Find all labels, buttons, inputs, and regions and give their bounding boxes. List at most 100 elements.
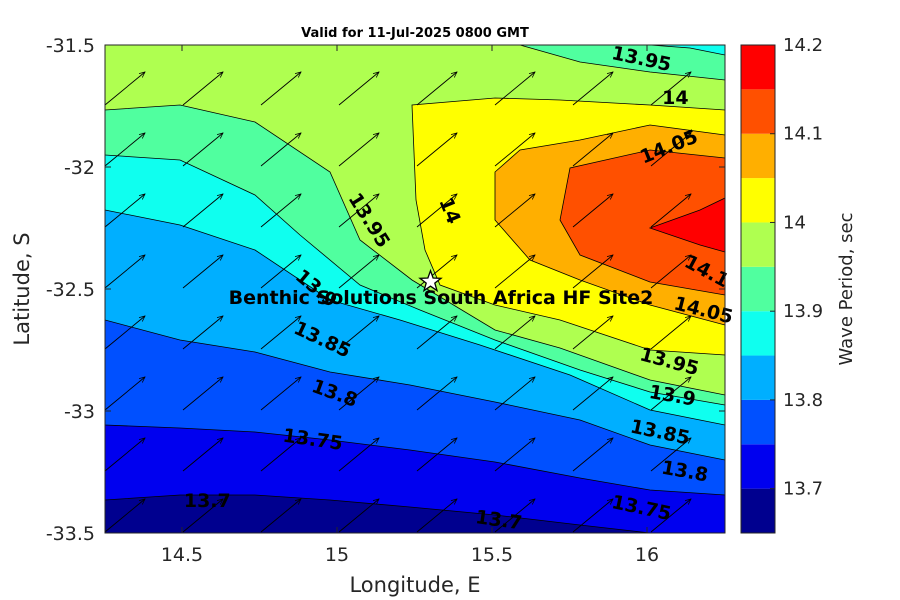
y-tick-label: -33.5 [46,523,95,545]
colorbar-label: Wave Period, sec [836,212,857,365]
direction-arrow [260,255,301,289]
direction-arrow [494,316,535,350]
direction-arrow [338,255,379,289]
direction-arrow [105,194,145,228]
direction-arrow [338,72,379,106]
direction-arrow [260,499,301,533]
direction-arrow [105,438,145,472]
colorbar-segment [741,444,775,489]
colorbar-tick-label: 13.8 [783,390,823,411]
direction-arrow [260,377,301,411]
band-13-7 [105,495,650,533]
direction-arrow [105,316,145,350]
direction-arrow [494,255,535,289]
direction-arrow [105,499,145,533]
direction-arrow [650,438,691,472]
colorbar-segment [741,178,775,223]
x-tick-label: 14.5 [161,544,203,566]
direction-arrow [572,72,613,106]
direction-arrow [260,194,301,228]
band-14-15 [650,198,725,252]
direction-arrow [572,133,613,167]
colorbar-segment [741,311,775,356]
direction-arrow [260,133,301,167]
colorbar-tick-label: 14 [783,212,806,233]
y-tick-label: -33 [64,401,95,423]
colorbar-ticks: 13.7 13.8 13.9 14 14.1 14.2 [770,35,823,500]
colorbar-tick-label: 13.9 [783,301,823,322]
y-tick-label: -32.5 [46,279,95,301]
direction-arrow [572,194,613,228]
colorbar-segment [741,355,775,400]
contour-lines [105,45,725,533]
contour-label: 13.7 [184,490,231,512]
direction-arrow [416,255,457,289]
direction-arrow [182,133,223,167]
star-icon [418,268,443,293]
direction-arrow [650,72,691,106]
direction-arrow [494,133,535,167]
colorbar [741,45,775,533]
direction-arrow [182,377,223,411]
direction-arrow [572,438,613,472]
band-14-1 [560,150,725,295]
colorbar-segment [741,133,775,179]
direction-arrow [494,72,535,106]
x-tick-labels: 14.5 15 15.5 16 [161,544,659,566]
direction-arrow [494,194,535,228]
y-tick-labels: -31.5 -32 -32.5 -33 -33.5 [46,35,95,545]
direction-arrow [494,377,535,411]
direction-arrow [338,133,379,167]
direction-arrow [416,72,457,106]
tick-marks [105,45,725,533]
colorbar-tick-label: 14.1 [783,124,823,145]
y-tick-label: -32 [64,157,95,179]
band-13-95-strip [650,45,725,55]
x-tick-label: 15 [325,544,349,566]
colorbar-segment [741,222,775,267]
direction-arrow [260,316,301,350]
direction-arrow [182,499,223,533]
direction-arrow [416,133,457,167]
chart-title: Valid for 11-Jul-2025 0800 GMT [301,26,529,41]
direction-arrow [338,499,379,533]
colorbar-segment [741,45,775,90]
direction-arrow [650,255,691,289]
direction-arrow [494,499,535,533]
direction-arrow [105,255,145,289]
colorbar-tick-label: 14.2 [783,35,823,56]
direction-arrow [338,194,379,228]
colorbar-box [740,44,776,534]
colorbar-segment [741,488,775,533]
site-label: Benthic Solutions South Africa HF Site2 [229,287,654,309]
x-tick-label: 16 [635,544,659,566]
contour-label: 14 [662,87,688,109]
direction-arrow [494,438,535,472]
direction-arrow [182,72,223,106]
colorbar-segment [741,89,775,134]
direction-arrow [260,72,301,106]
colorbar-tick-label: 13.7 [783,479,823,500]
direction-arrow [650,133,691,167]
direction-arrow [416,194,457,228]
contour-fill [105,45,725,533]
direction-arrow [105,72,145,106]
band-13-95-upper [520,45,725,80]
direction-arrow [416,377,457,411]
direction-arrow [105,133,145,167]
direction-arrow [572,377,613,411]
x-axis-label: Longitude, E [349,573,480,597]
direction-arrow [572,316,613,350]
direction-arrow [650,499,691,533]
colorbar-segment [741,399,775,445]
direction-arrow [650,194,691,228]
y-tick-label: -31.5 [46,35,95,57]
direction-arrow [338,316,379,350]
direction-arrow [105,377,145,411]
direction-arrow [416,499,457,533]
direction-arrow [182,255,223,289]
direction-arrow [260,438,301,472]
site-marker: Benthic Solutions South Africa HF Site2 [229,268,654,309]
wave-direction-arrows [105,72,691,533]
